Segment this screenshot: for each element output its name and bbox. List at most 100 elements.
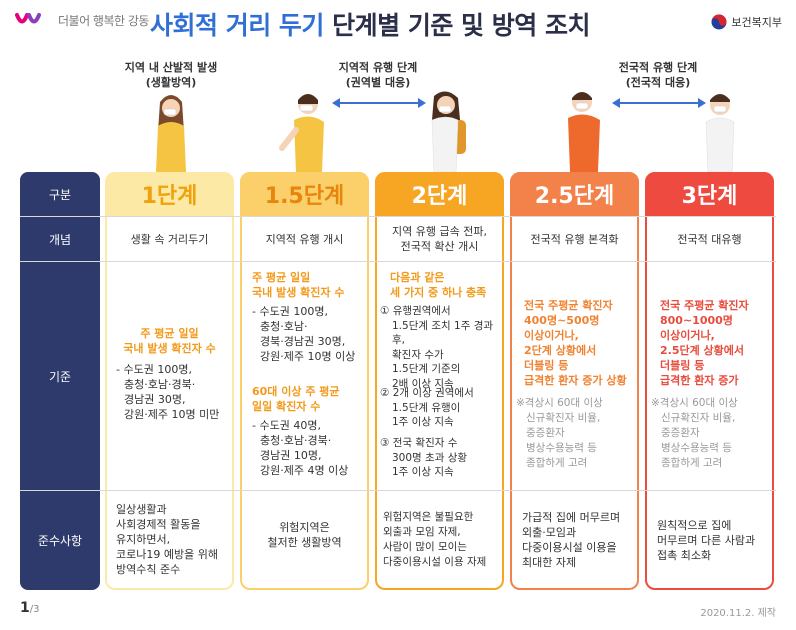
person-walking-illustration [279, 94, 324, 172]
level-1-compliance: 일상생활과 사회경제적 활동을 유지하면서, 코로나19 예방을 위해 방역수칙… [116, 502, 232, 577]
row-divider [20, 261, 776, 262]
person-glasses-illustration [705, 94, 735, 172]
text-line: 1주 이상 지속 [392, 416, 454, 428]
text-line: 경북·경남권 30명, [260, 335, 346, 348]
level-2-5-header: 2.5단계 [510, 172, 639, 216]
text-line: 신규확진자 비율, [661, 412, 736, 424]
text-line: 주 평균 일일 [140, 327, 199, 340]
text-line: 전국 주평균 확진자 [660, 299, 749, 312]
text-line: ※격상시 60대 이상 [651, 397, 738, 409]
annotation-line: 지역적 유행 단계 [338, 61, 418, 74]
level-3-concept: 전국적 대유행 [677, 233, 742, 246]
text-line: 신규확진자 비율, [526, 412, 601, 424]
text-line: 병상수용능력 등 [661, 442, 732, 454]
text-line: 국내 발생 확진자 수 [123, 342, 216, 355]
text-line: 더블링 등 [524, 359, 569, 372]
text-line: 60대 이상 주 평균 [252, 385, 340, 398]
text-line: 경남권 30명, [124, 393, 186, 406]
level-3-compliance: 원칙적으로 집에 머무르며 다른 사람과 접촉 최소화 [657, 518, 773, 563]
ministry-name: 보건복지부 [731, 16, 782, 29]
annotation-local-epidemic: 지역적 유행 단계 (권역별 대응) [318, 60, 438, 90]
text-line: 외출과 모임 자제, [383, 526, 461, 538]
level-3-criteria-head: 전국 주평균 확진자 800~1000명 이상이거나, 2.5단계 상황에서 더… [660, 298, 774, 388]
text-line: 종합하게 고려 [526, 457, 588, 469]
level-3-criteria-note: ※격상시 60대 이상 신규확진자 비율, 중증환자 병상수용능력 등 종합하게… [651, 396, 771, 471]
page-number: 1 [20, 600, 30, 616]
level-1-header: 1단계 [105, 172, 234, 216]
text-line: 확진자 수가 [392, 348, 444, 361]
text-line: 국내 발생 확진자 수 [252, 286, 345, 299]
rowhead-compliance: 준수사항 [20, 491, 100, 590]
rowhead-concept: 개념 [20, 217, 100, 261]
annotation-line: (생활방역) [145, 76, 197, 89]
level-2-5-criteria-head: 전국 주평균 확진자 400명~500명 이상이거나, 2단계 상황에서 더블링… [524, 298, 638, 388]
annotation-line: (전국적 대응) [625, 76, 691, 89]
text-line: 1주 이상 지속 [392, 466, 454, 478]
row-divider [20, 216, 776, 217]
level-2-column [375, 172, 504, 590]
text-line: 병상수용능력 등 [526, 442, 597, 454]
text-line: 일일 확진자 수 [252, 400, 321, 413]
text-line: - 수도권 100명, [116, 363, 192, 376]
level-1-5-column [240, 172, 369, 590]
text-line: 2.5단계 상황에서 [660, 344, 745, 357]
text-line: 경남권 10명, [260, 449, 322, 462]
text-line: 충청·호남·경북· [260, 434, 332, 447]
text-line: 이상이거나, [660, 329, 715, 342]
level-2-criteria-item-2: ② 2개 이상 권역에서 1.5단계 유행이 1주 이상 지속 [380, 386, 504, 430]
annotation-line: 지역 내 산발적 발생 [124, 61, 218, 74]
level-1-5-criteria-head-2: 60대 이상 주 평균 일일 확진자 수 [252, 384, 370, 414]
logo-text: 더불어 행복한 강동 [58, 13, 149, 28]
level-1-5-criteria-list-2: - 수도권 40명, 충청·호남·경북· 경남권 10명, 강원·제주 4명 이… [252, 418, 370, 478]
text-line: 중증환자 [526, 427, 565, 439]
text-line: 400명~500명 [524, 314, 600, 327]
text-line: 더블링 등 [660, 359, 705, 372]
text-line: 강원·제주 10명 이상 [260, 350, 356, 363]
rowhead-criteria: 기준 [20, 262, 100, 490]
text-line: 사람이 많이 모이는 [383, 541, 467, 553]
level-1-5-concept: 지역적 유행 개시 [265, 233, 344, 246]
level-1-concept: 생활 속 거리두기 [130, 233, 209, 246]
text-line: 중증환자 [661, 427, 700, 439]
gangdong-logo-icon [15, 13, 41, 24]
level-2-criteria-head: 다음과 같은 세 가지 중 하나 충족 [390, 270, 502, 300]
level-3-column [645, 172, 774, 590]
level-2-5-column [510, 172, 639, 590]
level-1-5-criteria-head: 주 평균 일일 국내 발생 확진자 수 [252, 270, 370, 300]
text-line: 800~1000명 [660, 314, 733, 327]
text-line: 종합하게 고려 [661, 457, 723, 469]
text-line: 이상이거나, [524, 329, 579, 342]
ministry-badge: 보건복지부 [711, 14, 782, 30]
rowhead-division: 구분 [20, 172, 100, 216]
text-line: 2단계 상황에서 [524, 344, 597, 357]
level-2-concept: 지역 유행 급속 전파, 전국적 확산 개시 [377, 224, 502, 254]
text-line: ② 2개 이상 권역에서 [380, 387, 474, 399]
text-line: 다중이용시설 이용을 [522, 541, 617, 554]
text-line: 급격한 환자 증가 상황 [524, 374, 627, 387]
level-1-5-criteria-list: - 수도권 100명, 충청·호남· 경북·경남권 30명, 강원·제주 10명… [252, 304, 370, 364]
level-2-compliance: 위험지역은 불필요한 외출과 모임 자제, 사람이 많이 모이는 다중이용시설 … [383, 510, 505, 570]
page-total: /3 [29, 604, 40, 615]
text-line: 다중이용시설 이용 자제 [383, 556, 487, 568]
level-1-5-header: 1.5단계 [240, 172, 369, 216]
text-line: - 수도권 40명, [252, 419, 321, 432]
text-line: 일상생활과 [116, 503, 167, 516]
text-line: 1.5단계 조치 1주 경과 후, [392, 319, 494, 347]
page-title: 사회적 거리 두기 단계별 기준 및 방역 조치 [150, 6, 590, 42]
text-line: 세 가지 중 하나 충족 [390, 286, 487, 299]
text-line: 위험지역은 [279, 521, 330, 534]
title-highlight: 사회적 거리 두기 [150, 11, 324, 40]
annotation-line: 전국적 유행 단계 [618, 61, 698, 74]
level-2-5-criteria-note: ※격상시 60대 이상 신규확진자 비율, 중증환자 병상수용능력 등 종합하게… [516, 396, 636, 471]
gangdong-logo: 더불어 행복한 강동 [14, 10, 149, 30]
person-standing-illustration [156, 95, 186, 172]
text-line: 300명 초과 상황 [392, 451, 468, 464]
text-line: 충청·호남· [260, 320, 308, 333]
text-line: 1.5단계 유행이 [392, 401, 461, 414]
level-2-5-concept: 전국적 유행 본격화 [530, 233, 619, 246]
text-line: 급격한 환자 증가 [660, 374, 739, 387]
text-line: 철저한 생활방역 [267, 536, 342, 549]
text-line: 강원·제주 4명 이상 [260, 464, 349, 477]
text-line: - 수도권 100명, [252, 305, 328, 318]
text-line: 지역 유행 급속 전파, [392, 225, 487, 238]
